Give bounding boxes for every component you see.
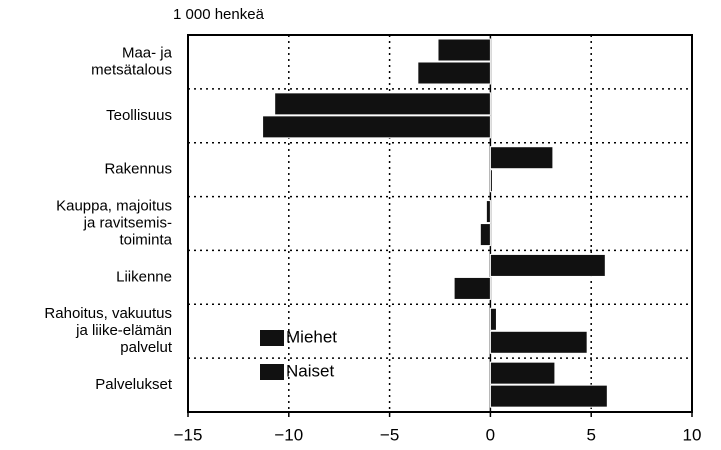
- bar: [437, 38, 491, 62]
- x-tick-label: −15: [174, 425, 203, 444]
- bar: [489, 146, 554, 170]
- legend-swatch: [260, 364, 284, 380]
- y-tick-label: Teollisuus: [106, 107, 172, 124]
- x-tick-label: 5: [586, 425, 595, 444]
- y-tick-label: Palvelukset: [95, 376, 173, 393]
- bar: [489, 384, 608, 408]
- y-tick-label: Kauppa, majoitus ja ravitsemis-toiminta: [56, 197, 173, 248]
- y-tick-label: Liikenne: [116, 268, 172, 285]
- y-tick-label: Maa- ja metsätalous: [91, 44, 173, 78]
- bar: [479, 223, 491, 247]
- bar: [485, 200, 491, 224]
- bar: [274, 92, 491, 116]
- y-tick-label: Rahoitus, vakuutus ja liike-elämän palvelu…: [44, 305, 172, 356]
- legend-label: Miehet: [286, 327, 337, 346]
- x-tick-label: 0: [486, 425, 495, 444]
- y-tick-label: Rakennus: [104, 161, 172, 178]
- x-tick-label: −10: [274, 425, 303, 444]
- bar: [453, 276, 491, 300]
- legend-swatch: [260, 330, 284, 346]
- bar: [262, 115, 491, 139]
- x-tick-label: −5: [380, 425, 399, 444]
- bar: [489, 253, 606, 277]
- bar: [417, 61, 491, 85]
- chart-title: 1 000 henkeä: [173, 6, 265, 23]
- bar: [489, 169, 493, 193]
- bar: [489, 307, 497, 331]
- plot-frame: [187, 34, 693, 413]
- x-tick-label: 10: [683, 425, 702, 444]
- bar: [489, 361, 556, 385]
- bar: [489, 330, 588, 354]
- legend-label: Naiset: [286, 361, 334, 380]
